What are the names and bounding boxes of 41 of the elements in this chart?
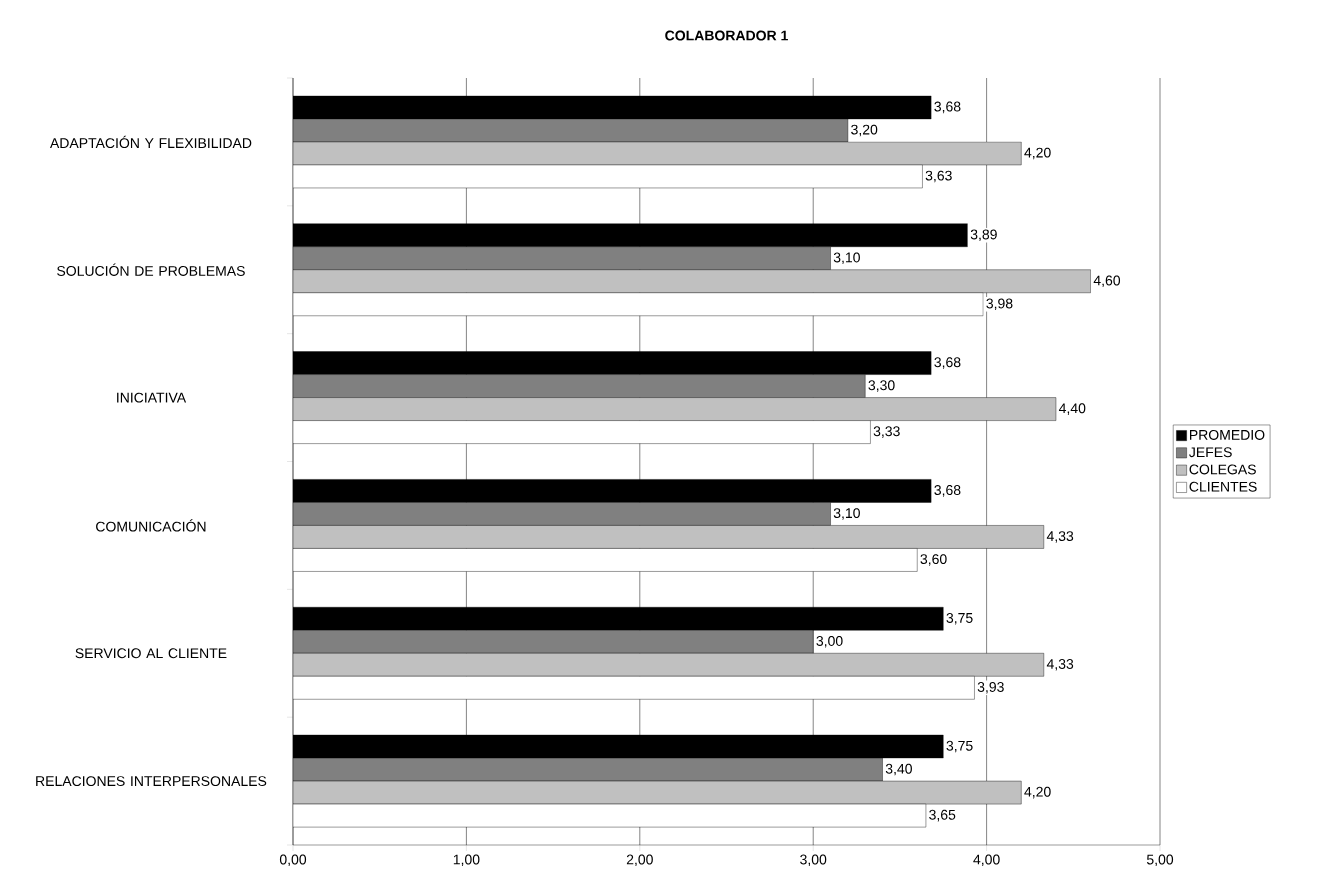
- y-tick-label: SERVICIO AL CLIENTE: [75, 648, 227, 659]
- x-tick-label: 2,00: [626, 854, 653, 867]
- data-label: 3,89: [970, 229, 997, 242]
- legend-label: CLIENTES: [1189, 481, 1257, 492]
- y-tick-label: ADAPTACIÓN Y FLEXIBILIDAD: [49, 135, 252, 149]
- data-label: 3,68: [934, 357, 961, 369]
- data-label: 3,93: [977, 681, 1004, 694]
- data-label: 3,10: [833, 508, 860, 520]
- y-tick-label: INICIATIVA: [117, 392, 187, 403]
- x-tick-label: 3,00: [800, 854, 827, 867]
- data-label: 4,20: [1024, 786, 1051, 799]
- y-tick-label: COMUNICACIÓN: [96, 519, 206, 532]
- data-label: 3,33: [873, 426, 900, 438]
- x-tick-label: 1,00: [453, 854, 480, 867]
- data-label: 3,68: [934, 101, 961, 114]
- data-label: 3,65: [929, 809, 956, 822]
- data-label: 3,00: [816, 635, 843, 648]
- data-label: 4,33: [1046, 531, 1074, 543]
- y-tick-label: RELACIONES INTERPERSONALES: [36, 776, 267, 787]
- data-label: 3,75: [946, 612, 973, 625]
- data-label: 3,98: [986, 298, 1013, 311]
- data-label: 3,40: [885, 763, 912, 776]
- data-label: 4,20: [1024, 147, 1051, 160]
- legend-label: COLEGAS: [1189, 464, 1256, 475]
- data-label: 3,75: [946, 740, 973, 753]
- legend-label: JEFES: [1189, 447, 1232, 458]
- x-tick-label: 4,00: [973, 854, 1000, 867]
- x-tick-label: 5,00: [1146, 854, 1174, 867]
- chart-title: COLABORADOR 1: [665, 30, 788, 41]
- x-tick-label: 0,00: [279, 854, 307, 867]
- data-label: 3,63: [925, 170, 952, 183]
- data-label: 3,60: [920, 554, 947, 566]
- data-label: 4,60: [1093, 275, 1121, 288]
- legend-label: PROMEDIO: [1190, 429, 1265, 440]
- data-label: 4,40: [1058, 403, 1086, 415]
- data-label: 3,20: [851, 124, 878, 137]
- data-label: 3,30: [868, 380, 895, 392]
- y-tick-label: SOLUCIÓN DE PROBLEMAS: [57, 263, 245, 276]
- data-label: 3,10: [833, 252, 860, 265]
- data-label: 3,68: [934, 485, 961, 497]
- data-label: 4,33: [1046, 658, 1074, 671]
